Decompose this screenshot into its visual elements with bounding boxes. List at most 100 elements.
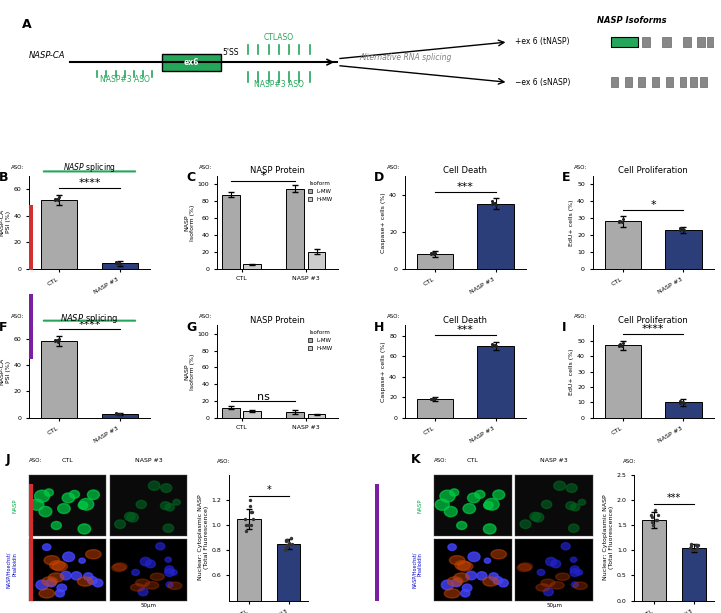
Circle shape (57, 584, 66, 592)
Text: B: B (0, 172, 8, 185)
Text: D: D (374, 172, 384, 185)
Circle shape (163, 524, 174, 532)
Circle shape (69, 490, 79, 498)
FancyBboxPatch shape (666, 77, 673, 88)
Point (245, 508, 257, 517)
Point (113, 409, 125, 419)
Point (428, 395, 440, 405)
Point (691, 543, 702, 553)
Text: ASO:: ASO: (217, 459, 231, 465)
Point (617, 215, 629, 224)
Ellipse shape (77, 577, 93, 586)
Bar (41, 341, 77, 418)
Circle shape (127, 513, 138, 522)
Title: $\it{NASP}$ splicing: $\it{NASP}$ splicing (63, 161, 116, 175)
Text: NASP/Hoechst/
Phalloidin: NASP/Hoechst/ Phalloidin (412, 552, 423, 588)
Point (486, 341, 497, 351)
Point (115, 259, 126, 268)
Y-axis label: NASP
Isoform (%): NASP Isoform (%) (184, 204, 195, 240)
Circle shape (483, 524, 496, 534)
Text: NASP-CA: NASP-CA (29, 51, 66, 61)
Point (614, 216, 625, 226)
Text: ****: **** (78, 319, 101, 330)
Circle shape (572, 582, 578, 587)
Circle shape (165, 503, 174, 511)
Point (692, 540, 704, 550)
Circle shape (440, 490, 455, 502)
Ellipse shape (517, 564, 531, 571)
Circle shape (546, 557, 557, 566)
Point (616, 341, 628, 351)
Point (489, 198, 500, 208)
Circle shape (456, 522, 466, 530)
Circle shape (485, 558, 491, 563)
Ellipse shape (541, 579, 555, 587)
Point (686, 546, 697, 555)
Circle shape (79, 558, 85, 563)
Point (678, 226, 689, 235)
Title: Cell Proliferation: Cell Proliferation (619, 316, 688, 324)
Text: E: E (562, 172, 571, 185)
Point (280, 536, 292, 546)
Point (242, 520, 254, 530)
Circle shape (170, 569, 177, 575)
FancyBboxPatch shape (639, 77, 645, 88)
Circle shape (132, 569, 139, 576)
Bar (417, 399, 453, 418)
Circle shape (146, 560, 155, 568)
Point (244, 501, 255, 511)
Text: Alternative RNA splicing: Alternative RNA splicing (359, 53, 452, 63)
Circle shape (461, 590, 470, 597)
Point (614, 341, 625, 351)
Point (647, 520, 659, 530)
Bar (308, 252, 325, 268)
Point (53, 337, 64, 346)
Circle shape (161, 484, 172, 492)
Circle shape (489, 573, 498, 581)
Text: ****: **** (642, 324, 665, 334)
Point (490, 200, 502, 210)
Ellipse shape (112, 564, 125, 571)
Text: ASO:: ASO: (198, 165, 212, 170)
Title: NASP Protein: NASP Protein (250, 166, 305, 175)
Circle shape (484, 501, 493, 509)
Circle shape (149, 481, 160, 490)
Circle shape (468, 552, 480, 562)
Circle shape (44, 489, 53, 496)
Bar (237, 519, 261, 613)
Circle shape (63, 552, 75, 562)
Circle shape (570, 566, 580, 573)
Circle shape (544, 588, 553, 596)
Circle shape (530, 512, 541, 521)
Point (425, 248, 437, 258)
Text: ASO:: ASO: (575, 314, 588, 319)
Point (110, 257, 122, 267)
Point (246, 508, 257, 517)
Ellipse shape (518, 563, 532, 570)
Circle shape (520, 520, 531, 528)
Circle shape (568, 524, 579, 532)
Point (614, 217, 625, 227)
Point (244, 495, 255, 504)
Circle shape (541, 500, 552, 509)
Point (50, 335, 61, 345)
Text: ASO:: ASO: (198, 314, 212, 319)
Point (110, 409, 122, 419)
Point (113, 258, 125, 268)
Point (50, 337, 61, 346)
Text: ASO:: ASO: (575, 165, 588, 170)
Point (684, 543, 696, 553)
Text: G: G (187, 321, 197, 333)
Bar (417, 254, 453, 268)
Text: NASP: NASP (12, 498, 17, 512)
Circle shape (441, 580, 454, 590)
Ellipse shape (168, 582, 182, 590)
Circle shape (84, 573, 93, 581)
FancyBboxPatch shape (624, 77, 632, 88)
Circle shape (87, 490, 99, 500)
Circle shape (435, 499, 449, 510)
Circle shape (39, 506, 52, 517)
Point (490, 341, 502, 351)
Circle shape (78, 524, 91, 534)
Circle shape (51, 522, 61, 530)
